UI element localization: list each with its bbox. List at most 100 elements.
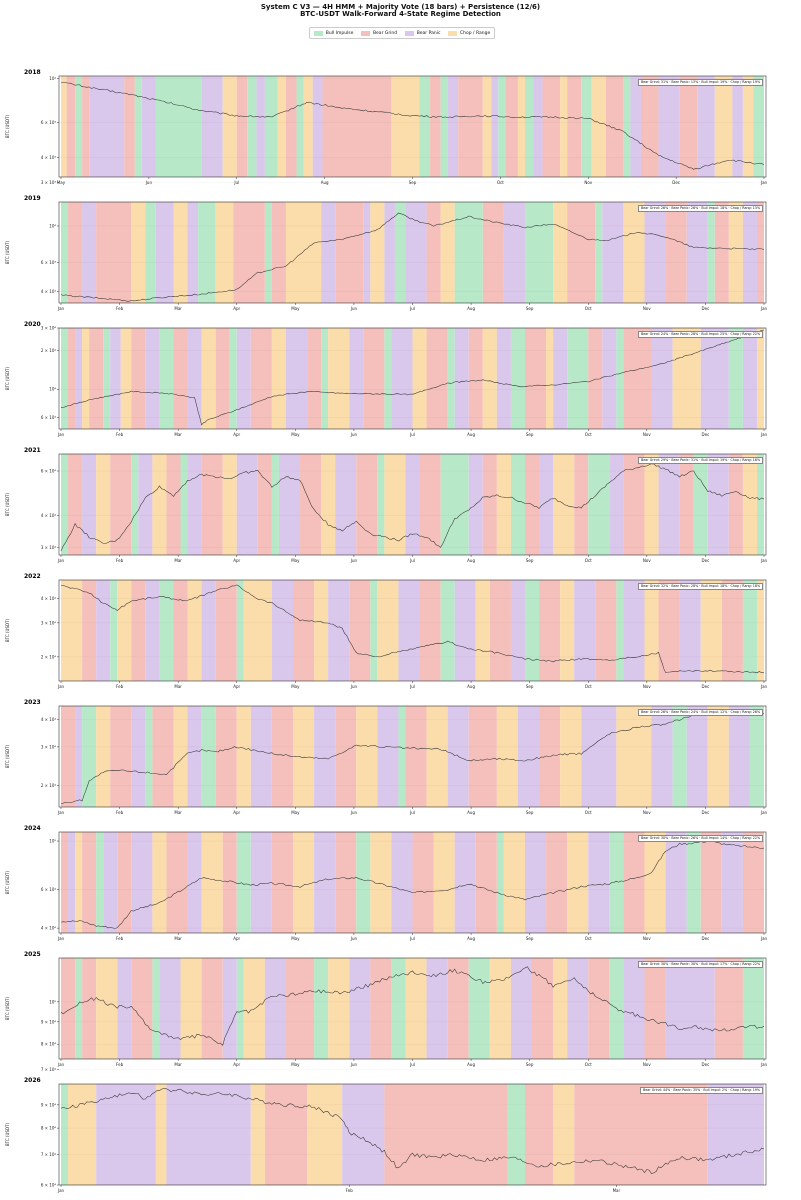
regime-band-chop-range bbox=[236, 706, 251, 807]
regime-band-bull-impulse bbox=[753, 76, 764, 177]
regime-band-bear-grind bbox=[68, 202, 83, 303]
regime-band-bull-impulse bbox=[201, 706, 216, 807]
regime-band-chop-range bbox=[405, 958, 427, 1059]
regime-band-bear-panic bbox=[145, 580, 160, 681]
regime-band-bear-grind bbox=[201, 958, 223, 1059]
regime-band-chop-range bbox=[68, 1084, 97, 1185]
regime-stats-box: Bear Grind: 31% · Bear Panic: 13% · Bull… bbox=[638, 79, 764, 86]
regime-band-chop-range bbox=[672, 328, 701, 429]
regime-band-chop-range bbox=[222, 454, 237, 555]
regime-band-bear-panic bbox=[250, 832, 272, 933]
regime-stats-box: Bear Grind: 30% · Bear Panic: 26% · Bull… bbox=[638, 835, 764, 842]
regime-band-bear-panic bbox=[728, 706, 750, 807]
regime-band-bear-grind bbox=[110, 454, 132, 555]
chart-title: System C V3 — 4H HMM + Majority Vote (18… bbox=[260, 3, 541, 11]
year-title: 2026 bbox=[24, 1077, 41, 1084]
x-tick-label: Jan bbox=[760, 180, 768, 185]
y-tick-label: 4 × 10⁴ bbox=[41, 513, 57, 518]
regime-band-chop-range bbox=[250, 1084, 265, 1185]
x-tick-label: Aug bbox=[467, 306, 475, 311]
regime-band-chop-range bbox=[440, 202, 455, 303]
x-tick-label: Oct bbox=[585, 558, 592, 563]
x-tick-label: Jun bbox=[145, 180, 153, 185]
y-tick-label: 4 × 10⁴ bbox=[41, 926, 57, 931]
year-title: 2022 bbox=[24, 573, 41, 580]
regime-band-bear-grind bbox=[426, 328, 448, 429]
x-tick-label: May bbox=[291, 684, 300, 689]
regime-band-bear-panic bbox=[426, 958, 448, 1059]
regime-band-bear-grind bbox=[173, 580, 188, 681]
regime-band-bull-impulse bbox=[110, 580, 118, 681]
x-tick-label: Jan bbox=[57, 1188, 65, 1193]
y-tick-label: 3 × 10⁴ bbox=[41, 545, 57, 550]
x-tick-label: Apr bbox=[233, 936, 240, 941]
panel-2023: 2023 4 × 10⁴ 3 × 10⁴ 2 × 10⁴ BTC (USDT) Jan Fe… bbox=[0, 698, 801, 816]
regime-band-bull-impulse bbox=[61, 1084, 69, 1185]
legend-swatch-bear-panic bbox=[404, 30, 414, 36]
year-title: 2020 bbox=[24, 321, 41, 328]
x-tick-label: Jun bbox=[350, 432, 358, 437]
x-tick-label: Mar bbox=[174, 1062, 182, 1067]
regime-band-bear-grind bbox=[82, 958, 97, 1059]
regime-band-bear-panic bbox=[314, 832, 336, 933]
x-tick-label: Sep bbox=[526, 1062, 534, 1067]
regime-band-bear-panic bbox=[222, 958, 237, 1059]
regime-band-chop-range bbox=[560, 76, 568, 177]
regime-band-bear-panic bbox=[697, 76, 715, 177]
regime-band-bear-panic bbox=[391, 328, 413, 429]
regime-bands bbox=[61, 328, 764, 429]
regime-band-bear-grind bbox=[482, 202, 504, 303]
regime-band-bull-impulse bbox=[103, 328, 111, 429]
year-title: 2024 bbox=[24, 825, 41, 832]
x-tick-label: Jan bbox=[57, 1062, 65, 1067]
x-tick-label: Feb bbox=[346, 1188, 354, 1193]
x-tick-label: Sep bbox=[526, 810, 534, 815]
regime-band-bear-panic bbox=[155, 202, 174, 303]
regime-band-bear-panic bbox=[553, 328, 568, 429]
panel-2026: 2026 9 × 10⁴ 8 × 10⁴ 7 × 10⁴ 6 × 10⁴ BTC (USD… bbox=[0, 1076, 801, 1194]
regime-band-bear-grind bbox=[356, 454, 378, 555]
regime-band-bear-grind bbox=[623, 454, 645, 555]
regime-band-chop-range bbox=[328, 328, 350, 429]
y-axis-label: BTC (USDT) bbox=[5, 241, 10, 265]
x-tick-label: Oct bbox=[585, 684, 592, 689]
regime-band-bear-panic bbox=[623, 958, 645, 1059]
regime-band-chop-range bbox=[173, 706, 188, 807]
regime-band-bear-grind bbox=[285, 76, 297, 177]
regime-band-bull-impulse bbox=[159, 328, 174, 429]
regime-band-bull-impulse bbox=[145, 202, 156, 303]
x-tick-label: Mar bbox=[174, 684, 182, 689]
regime-band-bear-panic bbox=[131, 706, 146, 807]
regime-band-chop-range bbox=[377, 580, 399, 681]
regime-band-bull-impulse bbox=[749, 706, 764, 807]
regime-band-bull-impulse bbox=[236, 580, 244, 681]
x-tick-label: Apr bbox=[233, 1062, 240, 1067]
x-tick-label: Apr bbox=[233, 432, 240, 437]
regime-band-bear-panic bbox=[602, 202, 624, 303]
regime-band-chop-range bbox=[489, 958, 511, 1059]
regime-band-bear-panic bbox=[384, 202, 395, 303]
chart-svg-2024: 2024 10⁵ 6 × 10⁴ 4 × 10⁴ BTC (USDT) Jan Feb Mar… bbox=[5, 825, 768, 941]
regime-band-bear-grind bbox=[68, 454, 83, 555]
regime-band-bear-grind bbox=[61, 832, 69, 933]
regime-stats-box: Bear Grind: 26% · Bear Panic: 26% · Bull… bbox=[638, 205, 764, 212]
regime-band-bear-panic bbox=[454, 580, 476, 681]
regime-band-bear-grind bbox=[271, 832, 293, 933]
regime-band-chop-range bbox=[553, 202, 568, 303]
regime-band-bear-panic bbox=[644, 202, 666, 303]
regime-band-chop-range bbox=[496, 454, 511, 555]
y-tick-label: 6 × 10³ bbox=[41, 120, 57, 125]
regime-band-bull-impulse bbox=[264, 202, 272, 303]
regime-band-bull-impulse bbox=[384, 328, 392, 429]
regime-band-bear-grind bbox=[257, 454, 272, 555]
year-title: 2021 bbox=[24, 447, 41, 454]
regime-band-bull-impulse bbox=[707, 202, 715, 303]
x-tick-label: Jul bbox=[409, 558, 415, 563]
regime-stats-box: Bear Grind: 44% · Bear Panic: 35% · Bull… bbox=[640, 1087, 764, 1094]
regime-band-bear-panic bbox=[581, 706, 617, 807]
regime-band-bear-grind bbox=[300, 454, 322, 555]
regime-band-bear-panic bbox=[363, 202, 371, 303]
x-tick-label: Nov bbox=[643, 936, 651, 941]
regime-band-bull-impulse bbox=[567, 328, 589, 429]
y-tick-label: 6 × 10³ bbox=[41, 415, 57, 420]
